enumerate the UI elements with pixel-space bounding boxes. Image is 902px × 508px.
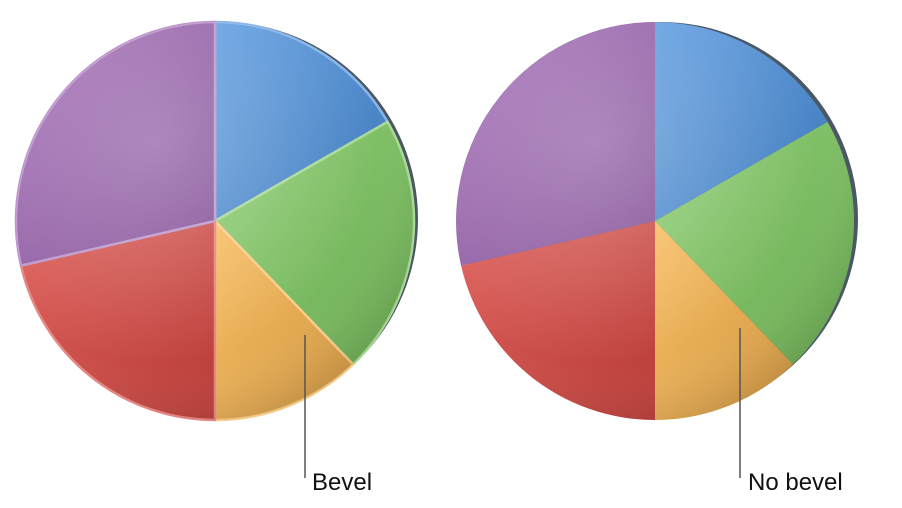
no-bevel-pie-chart <box>456 22 858 420</box>
no-bevel-callout-label: No bevel <box>748 469 843 496</box>
bevel-callout-label: Bevel <box>312 469 372 496</box>
bevel-pie-chart <box>14 20 418 422</box>
pie-slice-5 <box>14 20 217 267</box>
